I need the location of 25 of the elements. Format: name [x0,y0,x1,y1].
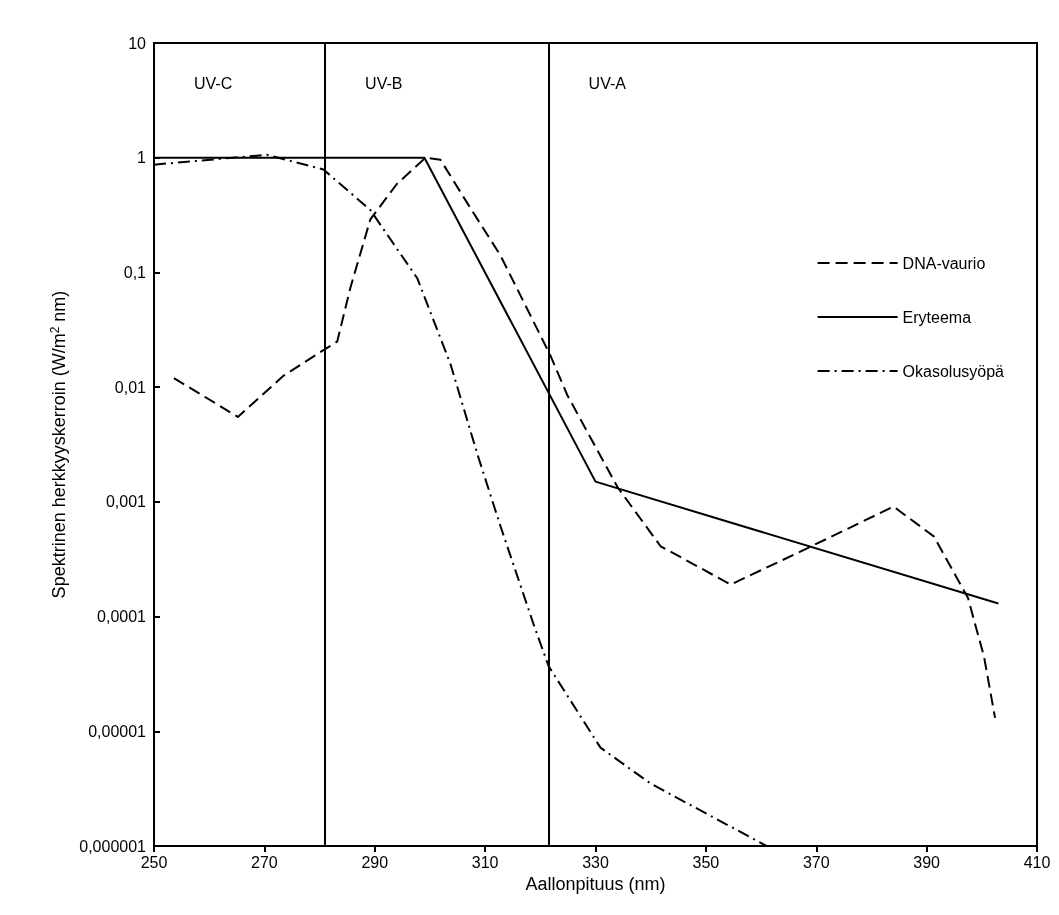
y-tick-label: 0,01 [114,378,147,396]
y-tick-label: 0,1 [123,263,147,281]
x-axis-title: Aallonpituus (nm) [525,873,666,894]
x-tick-label: 250 [140,853,168,871]
y-tick-label: 1 [137,149,147,167]
y-axis-title: Spektrinen herkkyyskerroin (W/m2 nm) [48,290,70,599]
x-tick-label: 330 [582,853,609,871]
annotation: UV-C [194,74,233,92]
y-tick-label: 0,000001 [79,837,147,855]
x-tick-label: 370 [802,853,830,871]
legend-label: Okasolusyöpä [902,362,1005,380]
x-tick-label: 410 [1023,853,1051,871]
x-tick-label: 310 [471,853,499,871]
y-tick-label: 0,0001 [97,608,147,626]
x-tick-label: 270 [251,853,278,871]
x-tick-label: 390 [913,853,941,871]
y-tick-label: 10 [128,34,147,52]
y-tick-label: 0,001 [105,493,147,511]
annotation: UV-B [365,74,403,92]
annotation: UV-A [588,74,627,92]
y-tick-label: 0,00001 [88,722,147,740]
x-tick-label: 350 [692,853,720,871]
x-tick-label: 290 [361,853,389,871]
legend-label: DNA-vaurio [902,254,986,272]
legend-label: Eryteema [902,308,972,326]
